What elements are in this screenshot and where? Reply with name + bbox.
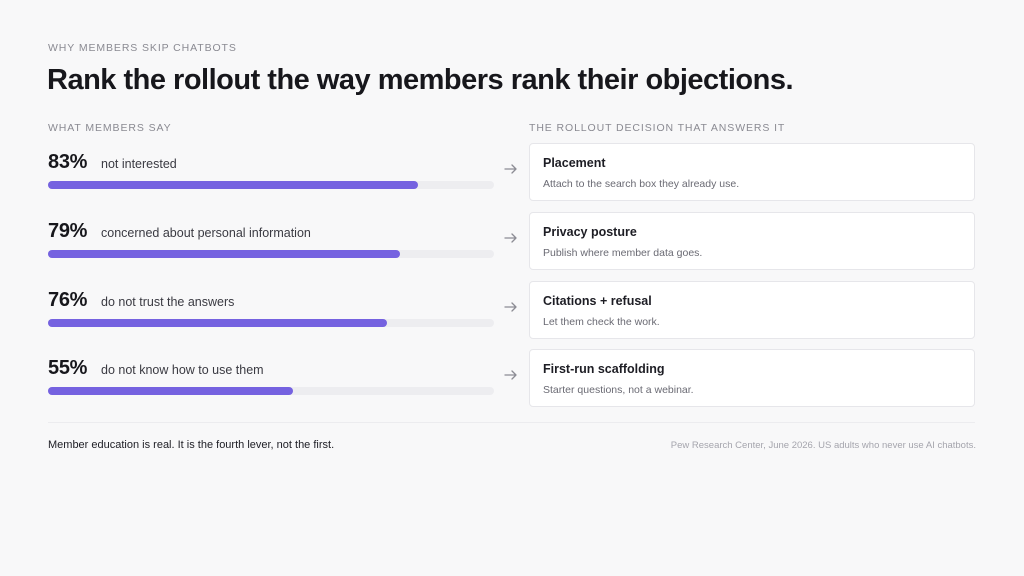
percent-value: 83% xyxy=(48,151,88,173)
decision-card: Placement Attach to the search box they … xyxy=(529,143,975,201)
objection-label: do not trust the answers xyxy=(101,295,235,309)
card-description: Let them check the work. xyxy=(543,316,660,328)
objection-label: not interested xyxy=(101,157,177,171)
card-title: First-run scaffolding xyxy=(543,362,665,376)
decision-card: Citations + refusal Let them check the w… xyxy=(529,281,975,339)
stat-line: 76% do not trust the answers xyxy=(48,289,234,313)
stat-line: 55% do not know how to use them xyxy=(48,357,264,381)
progress-fill xyxy=(48,319,387,327)
arrow-right-icon xyxy=(504,164,517,174)
card-title: Placement xyxy=(543,156,606,170)
decision-card: Privacy posture Publish where member dat… xyxy=(529,212,975,270)
card-title: Privacy posture xyxy=(543,225,637,239)
column-heading-left: WHAT MEMBERS SAY xyxy=(48,122,172,134)
objection-row: 83% not interested Placement Attach to t… xyxy=(0,143,1024,201)
card-title: Citations + refusal xyxy=(543,294,652,308)
percent-value: 76% xyxy=(48,289,88,311)
progress-track xyxy=(48,387,494,395)
footnote: Member education is real. It is the four… xyxy=(48,439,335,451)
objection-row: 55% do not know how to use them First-ru… xyxy=(0,349,1024,407)
objection-label: do not know how to use them xyxy=(101,363,264,377)
column-heading-right: THE ROLLOUT DECISION THAT ANSWERS IT xyxy=(529,122,786,134)
stat-line: 83% not interested xyxy=(48,151,177,175)
arrow-right-icon xyxy=(504,370,517,380)
percent-value: 79% xyxy=(48,220,88,242)
decision-card: First-run scaffolding Starter questions,… xyxy=(529,349,975,407)
page-title: Rank the rollout the way members rank th… xyxy=(47,64,794,96)
card-description: Attach to the search box they already us… xyxy=(543,178,740,190)
percent-value: 55% xyxy=(48,357,88,379)
stat-line: 79% concerned about personal information xyxy=(48,220,311,244)
progress-fill xyxy=(48,181,419,189)
source-citation: Pew Research Center, June 2026. US adult… xyxy=(670,440,976,451)
objection-label: concerned about personal information xyxy=(101,226,311,240)
progress-fill xyxy=(48,387,294,395)
objection-row: 76% do not trust the answers Citations +… xyxy=(0,281,1024,339)
progress-track xyxy=(48,250,494,258)
progress-fill xyxy=(48,250,401,258)
eyebrow-label: WHY MEMBERS SKIP CHATBOTS xyxy=(48,42,237,54)
objection-row: 79% concerned about personal information… xyxy=(0,212,1024,270)
progress-track xyxy=(48,319,494,327)
card-description: Starter questions, not a webinar. xyxy=(543,384,694,396)
card-description: Publish where member data goes. xyxy=(543,247,703,259)
divider xyxy=(48,422,975,423)
arrow-right-icon xyxy=(504,302,517,312)
progress-track xyxy=(48,181,494,189)
arrow-right-icon xyxy=(504,233,517,243)
